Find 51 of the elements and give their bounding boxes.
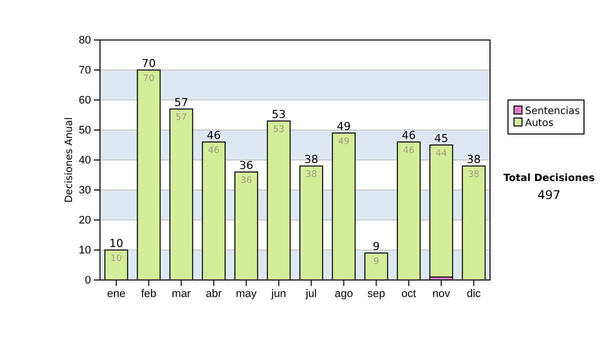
y-axis-title: Decisiones Anual: [64, 117, 75, 203]
x-tick-label: jul: [304, 288, 317, 300]
x-tick-label: may: [236, 288, 258, 300]
data-label: 53: [273, 125, 284, 135]
text: 497: [538, 188, 560, 202]
total-label: 38: [304, 153, 318, 166]
total-label: 9: [372, 240, 380, 253]
data-label: 10: [110, 254, 122, 264]
y-tick-label: 10: [78, 244, 91, 257]
y-tick-label: 0: [84, 274, 91, 287]
y-tick-label: 50: [78, 124, 91, 137]
total-label: 53: [272, 108, 286, 121]
data-label: 44: [436, 149, 448, 159]
x-tick-label: ago: [334, 288, 353, 300]
total-label: 10: [109, 237, 124, 250]
data-label: 38: [306, 170, 318, 180]
x-tick-label: sep: [367, 288, 386, 300]
x-tick-label: mar: [172, 288, 192, 300]
x-tick-label: jun: [270, 288, 286, 300]
total-label: 38: [466, 153, 481, 166]
y-tick-label: 30: [78, 184, 91, 197]
y-tick-label: 60: [78, 94, 91, 107]
y-tick-label: 80: [78, 34, 91, 47]
total-label: 57: [174, 96, 188, 109]
y-tick-label: 40: [78, 154, 91, 167]
total-label: 46: [402, 129, 416, 142]
y-tick-label: 20: [78, 214, 91, 227]
data-label: 38: [468, 170, 480, 180]
total-label: 49: [336, 120, 351, 133]
legend-label: Sentencias: [525, 106, 580, 117]
total-label: 70: [142, 57, 156, 70]
x-tick-label: dic: [466, 288, 482, 300]
total-label: 46: [206, 129, 221, 142]
x-tick-label: feb: [141, 288, 156, 300]
y-tick-label: 70: [78, 64, 91, 77]
total-label: 36: [239, 159, 254, 172]
x-tick-label: nov: [432, 288, 451, 300]
text: Total Decisiones: [503, 173, 595, 184]
legend-label: Autos: [525, 118, 554, 129]
x-tick-label: abr: [206, 288, 222, 300]
x-tick-label: ene: [107, 288, 126, 300]
data-label: 9: [373, 257, 380, 267]
bar: [429, 144, 454, 278]
data-label: 36: [240, 176, 252, 186]
data-label: 46: [208, 146, 220, 156]
data-label: 70: [143, 74, 155, 84]
x-tick-label: oct: [401, 288, 416, 300]
data-label: 46: [403, 146, 415, 156]
total-label: 45: [434, 132, 448, 145]
data-label: 57: [176, 113, 187, 123]
data-label: 49: [338, 137, 350, 147]
